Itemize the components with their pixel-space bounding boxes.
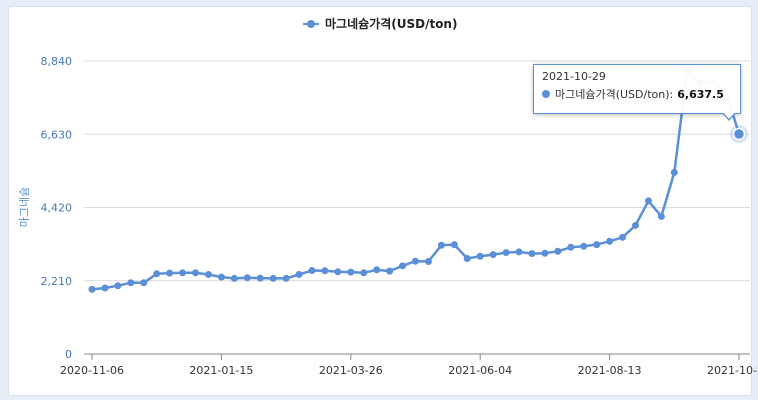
tooltip-series-label: 마그네슘가격(USD/ton): <box>555 88 674 101</box>
data-point[interactable] <box>140 279 148 287</box>
y-tick-label: 8,840 <box>41 55 73 68</box>
tooltip-date: 2021-10-29 <box>542 70 606 83</box>
data-point[interactable] <box>230 274 238 282</box>
data-point[interactable] <box>450 241 458 249</box>
data-point[interactable] <box>308 266 316 274</box>
data-point[interactable] <box>463 255 471 263</box>
data-point[interactable] <box>127 279 135 287</box>
data-point[interactable] <box>528 250 536 258</box>
data-point[interactable] <box>192 269 200 277</box>
data-point[interactable] <box>606 237 614 245</box>
tooltip: 2021-10-29 마그네슘가격(USD/ton): 6,637.5 <box>533 64 741 114</box>
series-magnesium-price <box>88 67 748 293</box>
data-point[interactable] <box>412 257 419 265</box>
x-tick-label: 2020-11-06 <box>60 364 124 377</box>
x-tick-label: 2021-01-15 <box>189 364 253 377</box>
data-point[interactable] <box>166 269 174 277</box>
data-point[interactable] <box>153 270 161 278</box>
data-point[interactable] <box>593 241 601 249</box>
data-point[interactable] <box>437 241 445 249</box>
data-point[interactable] <box>644 197 652 205</box>
data-point[interactable] <box>476 252 484 260</box>
x-tick-label: 2021-08-13 <box>578 364 642 377</box>
data-point[interactable] <box>179 269 187 277</box>
y-tick-label: 0 <box>65 348 72 361</box>
data-point[interactable] <box>347 268 355 276</box>
data-point[interactable] <box>657 212 665 220</box>
data-point[interactable] <box>502 249 510 257</box>
x-tick-label: 2021-10-22 <box>707 364 758 377</box>
y-tick-label: 6,630 <box>41 128 73 141</box>
tooltip-value: 6,637.5 <box>677 87 724 101</box>
x-tick-label: 2021-03-26 <box>319 364 383 377</box>
data-point[interactable] <box>732 127 746 141</box>
data-point[interactable] <box>386 267 394 275</box>
data-point[interactable] <box>204 270 212 278</box>
data-point[interactable] <box>101 284 109 292</box>
tooltip-row: 마그네슘가격(USD/ton): 6,637.5 <box>542 86 732 102</box>
data-point[interactable] <box>269 274 277 282</box>
data-point[interactable] <box>243 274 251 282</box>
data-point[interactable] <box>489 251 497 259</box>
data-point[interactable] <box>567 243 575 251</box>
data-point[interactable] <box>360 269 368 277</box>
y-tick-label: 2,210 <box>41 275 73 288</box>
data-point[interactable] <box>399 262 407 270</box>
y-tick-label: 4,420 <box>41 202 73 215</box>
data-point[interactable] <box>631 221 639 229</box>
tooltip-series-dot <box>542 90 550 98</box>
legend[interactable]: 마그네슘가격(USD/ton) <box>303 16 457 31</box>
data-point[interactable] <box>554 247 562 255</box>
data-point[interactable] <box>515 248 523 256</box>
data-point[interactable] <box>670 168 678 176</box>
data-point[interactable] <box>334 268 342 276</box>
data-point[interactable] <box>424 258 432 266</box>
data-point[interactable] <box>217 273 225 281</box>
tooltip-arrow-inner <box>723 112 735 119</box>
y-axis-label: 마그네슘 <box>18 187 31 227</box>
legend-label: 마그네슘가격(USD/ton) <box>325 16 457 31</box>
data-point[interactable] <box>282 274 290 282</box>
data-point[interactable] <box>256 274 264 282</box>
data-point[interactable] <box>619 233 627 241</box>
data-point[interactable] <box>295 270 303 278</box>
data-point[interactable] <box>114 282 122 290</box>
data-point[interactable] <box>88 285 96 293</box>
data-point[interactable] <box>541 249 549 257</box>
data-point[interactable] <box>373 266 381 274</box>
legend-marker <box>307 20 315 28</box>
data-point[interactable] <box>580 242 588 250</box>
x-tick-label: 2021-06-04 <box>448 364 512 377</box>
data-point[interactable] <box>321 267 329 275</box>
axes: 0 2,210 4,420 6,630 8,840 2020-11-06 2021-01-1… <box>41 55 758 377</box>
